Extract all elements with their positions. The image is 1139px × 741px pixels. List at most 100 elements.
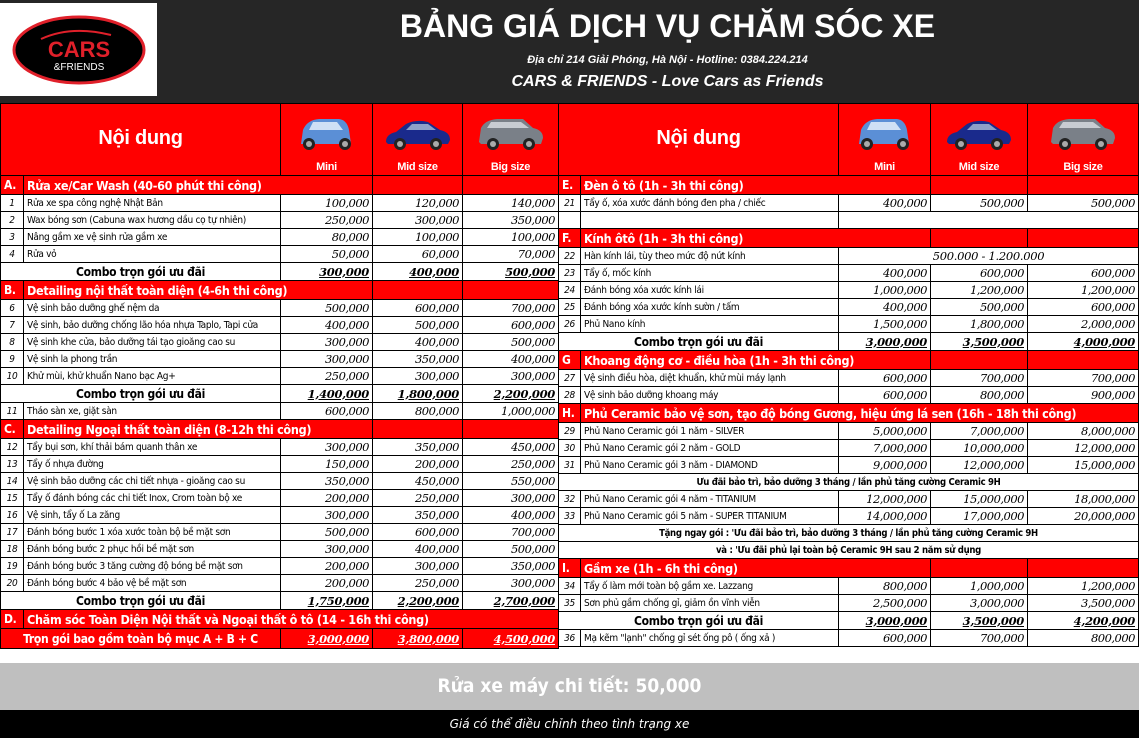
table-row: 34 Tẩy ố làm mới toàn bộ gầm xe. Lazzang 8… [558,577,1139,595]
section-header: E. Đèn ô tô (1h - 3h thi công) [558,175,1139,195]
table-row: 18 Đánh bóng bước 2 phục hồi bề mặt sơn 30… [0,540,559,558]
full-package-row: Trọn gói bao gồm toàn bộ mục A + B + C 3,… [0,628,559,649]
price-big: 20,000,000 [1027,507,1139,525]
price-mini: 1,000,000 [838,281,931,299]
promo-note: Ưu đãi bảo trì, bảo dưỡng 3 tháng / lần … [558,473,1139,491]
item-number: 35 [558,594,581,612]
price-mid: 100,000 [372,228,463,246]
item-description: Tẩy ố, mốc kính [580,264,839,282]
price-mini: 400,000 [280,316,373,334]
table-row: 12 Tẩy bụi sơn, khí thải bám quanh thân x… [0,438,559,456]
table-row: 13 Tẩy ố nhựa đường 150,000 200,000 250,000 [0,455,559,473]
price-mini: 500,000 [280,299,373,317]
price-mini: 600,000 [838,386,931,404]
price-big: 4,200,000 [1027,611,1139,630]
price-mid: 500,000 [930,194,1028,212]
price-mid: 1,000,000 [930,577,1028,595]
item-description: Phủ Nano Ceramic gói 4 năm - TITANIUM [580,490,839,508]
item-number: 17 [0,523,24,541]
item-description: Phủ Nano Ceramic gói 1 năm - SILVER [580,422,839,440]
item-number: 11 [0,402,24,420]
price-mini: 80,000 [280,228,373,246]
price-mid: 300,000 [372,557,463,575]
item-description: Vệ sinh bảo dưỡng khoang máy [580,386,839,404]
mid-car-image [934,110,1024,155]
item-number: 1 [0,194,24,212]
price-mid: 15,000,000 [930,490,1028,508]
price-mid: 450,000 [372,472,463,490]
combo-label: Combo trọn gói ưu đãi [0,591,281,610]
price-mini: 14,000,000 [838,507,931,525]
combo-row: Combo trọn gói ưu đãi 300,000 400,000 500,0… [0,262,559,281]
price-big: 2,200,000 [462,384,559,403]
price-mini: 9,000,000 [838,456,931,474]
price-big: 140,000 [462,194,559,212]
price-big: 100,000 [462,228,559,246]
item-number: 36 [558,629,581,647]
item-description: Phủ Nano Ceramic gói 2 năm - GOLD [580,439,839,457]
price-mid: 3,500,000 [930,332,1028,351]
section-letter: I. [558,558,581,578]
item-number: 21 [558,194,581,212]
item-number: 28 [558,386,581,404]
price-big: 450,000 [462,438,559,456]
section-header: B. Detailing nội thất toàn diện (4-6h thi… [0,280,559,300]
price-big: 500,000 [462,333,559,351]
price-mid: 350,000 [372,438,463,456]
table-row: 29 Phủ Nano Ceramic gói 1 năm - SILVER 5,0… [558,422,1139,440]
price-big: 4,000,000 [1027,332,1139,351]
price-big: 300,000 [462,574,559,592]
big-car-image [466,110,555,155]
combo-label: Combo trọn gói ưu đãi [558,611,839,630]
price-mid: 120,000 [372,194,463,212]
table-row: 32 Phủ Nano Ceramic gói 4 năm - TITANIUM 1… [558,490,1139,508]
price-big: 1,200,000 [1027,577,1139,595]
price-mini: 600,000 [280,402,373,420]
price-big: 900,000 [1027,386,1139,404]
section-header: D. Chăm sóc Toàn Diện Nội thất và Ngoại t… [0,609,559,629]
section-title: Kính ôtô (1h - 3h thi công) [580,228,931,248]
mini-car-image [842,110,927,155]
item-number: 27 [558,369,581,387]
price-mini: 12,000,000 [838,490,931,508]
item-number: 31 [558,456,581,474]
item-description: Tẩy ố đánh bóng các chi tiết Inox, Crom … [23,489,281,507]
big-size-label: Big size [1063,161,1103,173]
table-row: 4 Rửa vỏ 50,000 60,000 70,000 [0,245,559,263]
item-number: 16 [0,506,24,524]
table-row: 15 Tẩy ố đánh bóng các chi tiết Inox, Cro… [0,489,559,507]
price-mid: 3,500,000 [930,611,1028,630]
table-row: 1 Rửa xe spa công nghệ Nhật Bản 100,000 120… [0,194,559,212]
item-number: 12 [0,438,24,456]
item-description: Vệ sinh khe cửa, bảo dưỡng tái tạo gioăn… [23,333,281,351]
content-header: Nội dung [558,103,839,176]
item-description: Khử mùi, khử khuẩn Nano bạc Ag+ [23,367,281,385]
combo-row: Combo trọn gói ưu đãi 3,000,000 3,500,000 4… [558,611,1139,630]
table-row: 14 Vệ sinh bảo dưỡng các chi tiết nhựa - … [0,472,559,490]
mid-size-header: Mid size [930,103,1028,176]
item-number: 15 [0,489,24,507]
item-description: Đánh bóng xóa xước kính sườn / tấm [580,298,839,316]
price-mid: 350,000 [372,350,463,368]
table-row: 24 Đánh bóng xóa xước kính lái 1,000,000 1,… [558,281,1139,299]
table-row: 26 Phủ Nano kính 1,500,000 1,800,000 2,000,0… [558,315,1139,333]
section-header: H. Phủ Ceramic bảo vệ sơn, tạo độ bóng Gư… [558,403,1139,423]
section-title: Rửa xe/Car Wash (40-60 phút thi công) [23,175,373,195]
price-big: 300,000 [462,367,559,385]
price-mini: 200,000 [280,574,373,592]
mini-size-label: Mini [874,161,895,173]
price-mid: 3,800,000 [372,628,463,649]
column-header-row: Nội dung Mini Mid size Big size [0,103,559,176]
item-description: Vệ sinh bảo dưỡng ghế nệm da [23,299,281,317]
item-number: 2 [0,211,24,229]
table-row: 20 Đánh bóng bước 4 bảo vệ bề mặt sơn 200,… [0,574,559,592]
combo-label: Combo trọn gói ưu đãi [558,332,839,351]
svg-text:CARS: CARS [47,37,109,62]
section-title: Khoang động cơ - điều hòa (1h - 3h thi c… [580,350,931,370]
item-description: Tẩy ố nhựa đường [23,455,281,473]
item-number: 4 [0,245,24,263]
item-number: 32 [558,490,581,508]
price-mini: 7,000,000 [838,439,931,457]
table-row: 8 Vệ sinh khe cửa, bảo dưỡng tái tạo gioă… [0,333,559,351]
price-mini: 800,000 [838,577,931,595]
